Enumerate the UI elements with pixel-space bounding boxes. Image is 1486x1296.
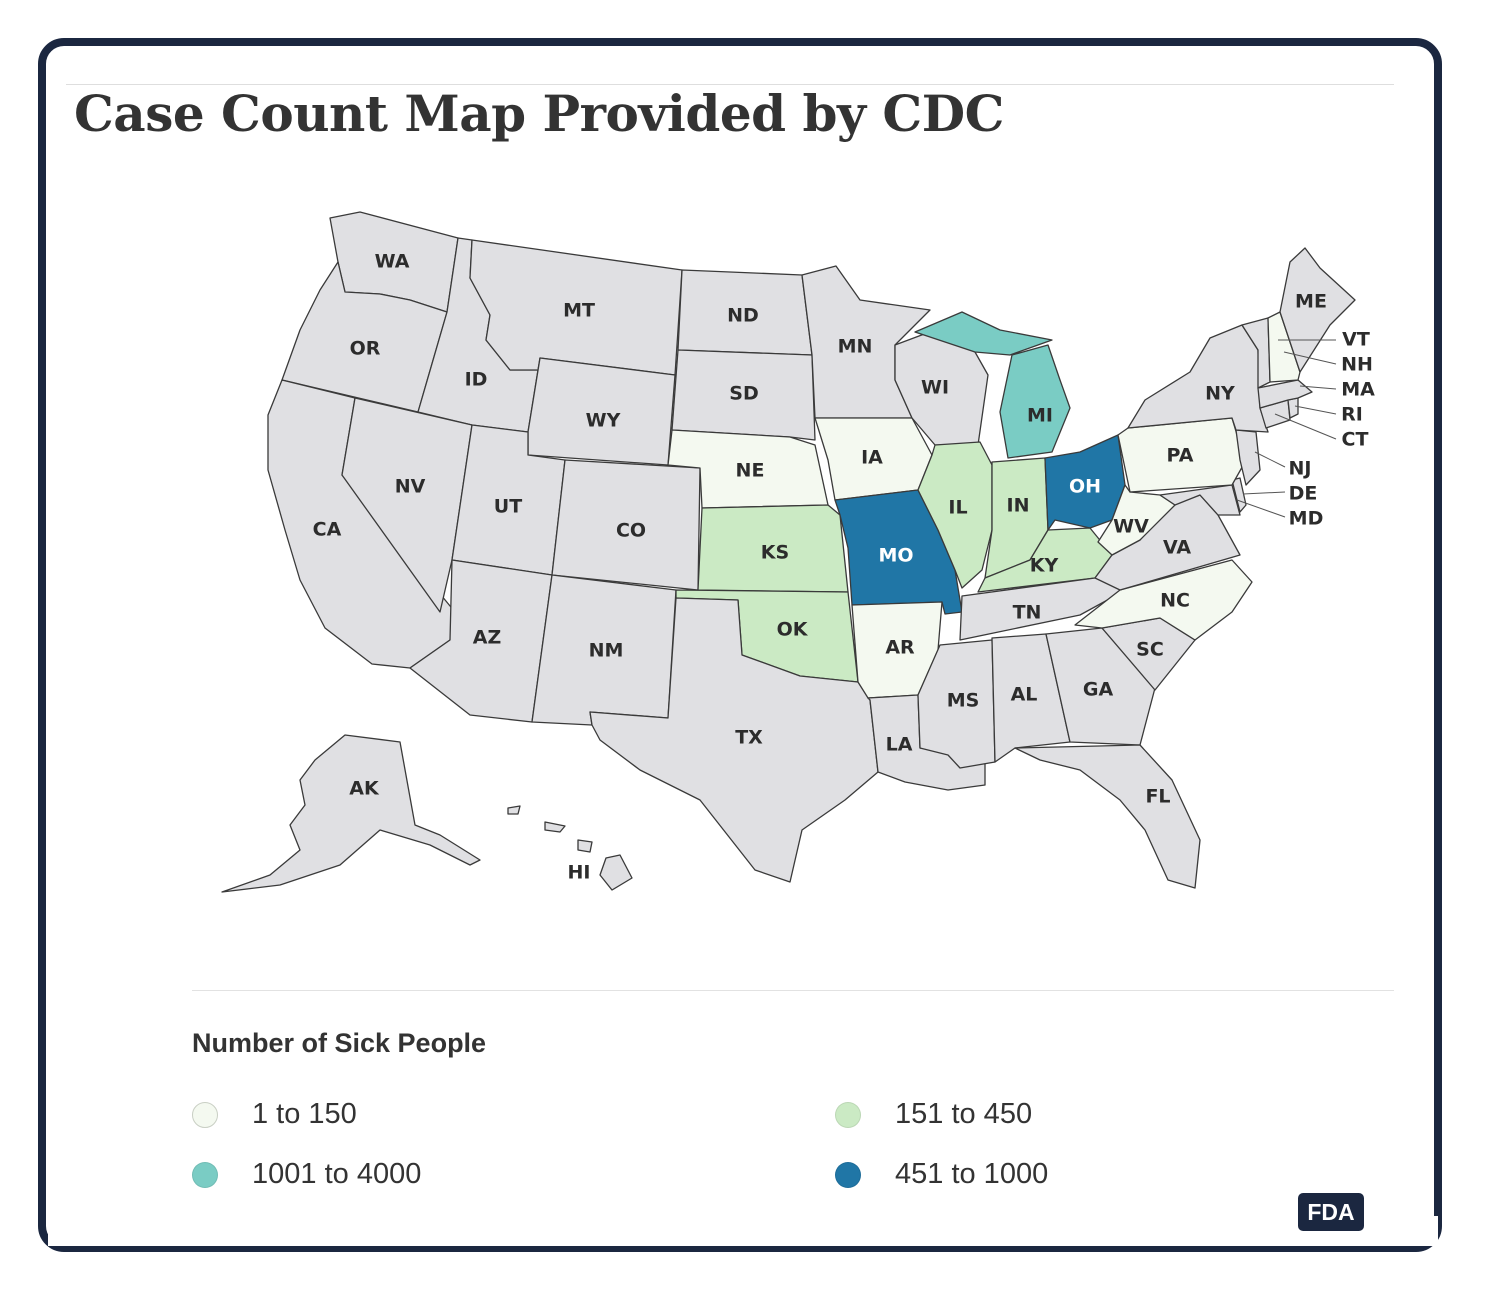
state-label-ne: NE bbox=[736, 460, 765, 482]
state-label-nc: NC bbox=[1160, 590, 1190, 612]
state-label-mn: MN bbox=[838, 336, 873, 358]
state-nh[interactable] bbox=[1267, 311, 1301, 383]
state-label-nj: NJ bbox=[1289, 458, 1312, 480]
legend-divider bbox=[192, 990, 1394, 991]
state-label-hi: HI bbox=[568, 862, 591, 884]
state-label-ks: KS bbox=[761, 542, 789, 564]
state-ny[interactable] bbox=[1127, 324, 1269, 433]
state-label-pa: PA bbox=[1167, 445, 1194, 467]
state-label-wa: WA bbox=[375, 251, 410, 273]
state-label-wy: WY bbox=[586, 410, 621, 432]
state-fl[interactable] bbox=[1014, 744, 1201, 889]
legend-title: Number of Sick People bbox=[192, 1028, 487, 1058]
state-labels-layer: WA OR CA ID NV MT WY UT CO AZ NM ND SD NE KS OK TX MN IA MO… bbox=[313, 251, 1375, 884]
states-layer bbox=[221, 211, 1356, 893]
state-label-ms: MS bbox=[947, 690, 980, 712]
legend-item-151-to-450: 151 to 450 bbox=[835, 1098, 1032, 1131]
state-label-ia: IA bbox=[861, 447, 883, 469]
state-label-nd: ND bbox=[727, 305, 759, 327]
legend-label: 1 to 150 bbox=[252, 1098, 357, 1130]
state-label-mo: MO bbox=[878, 545, 913, 567]
state-label-il: IL bbox=[948, 497, 967, 519]
page-title: Case Count Map Provided by CDC bbox=[74, 84, 1004, 143]
state-tx[interactable] bbox=[589, 597, 879, 883]
state-label-wi: WI bbox=[921, 377, 949, 399]
state-label-al: AL bbox=[1011, 684, 1038, 706]
state-label-mt: MT bbox=[563, 300, 595, 322]
state-ks[interactable] bbox=[697, 504, 849, 593]
state-label-ak: AK bbox=[349, 778, 380, 800]
state-label-me: ME bbox=[1295, 291, 1327, 313]
fda-badge: FDA bbox=[1298, 1193, 1364, 1231]
state-wy[interactable] bbox=[527, 357, 676, 466]
state-il[interactable] bbox=[917, 441, 993, 589]
state-label-nm: NM bbox=[589, 640, 624, 662]
state-label-in: IN bbox=[1007, 495, 1030, 517]
state-label-sc: SC bbox=[1136, 639, 1164, 661]
state-nc[interactable] bbox=[1074, 559, 1253, 641]
state-label-fl: FL bbox=[1145, 786, 1170, 808]
state-label-la: LA bbox=[886, 734, 913, 756]
state-label-ok: OK bbox=[777, 619, 809, 641]
state-label-ri: RI bbox=[1341, 404, 1363, 426]
state-label-ca: CA bbox=[313, 519, 342, 541]
state-vt[interactable] bbox=[1241, 317, 1271, 389]
state-al[interactable] bbox=[991, 633, 1071, 763]
legend-label: 451 to 1000 bbox=[895, 1158, 1049, 1190]
legend-item-1001-to-4000: 1001 to 4000 bbox=[192, 1158, 421, 1191]
state-label-mi: MI bbox=[1027, 405, 1053, 427]
legend-swatch bbox=[835, 1101, 861, 1128]
state-label-vt: VT bbox=[1342, 329, 1370, 351]
state-label-de: DE bbox=[1289, 483, 1318, 505]
state-label-ar: AR bbox=[885, 637, 915, 659]
legend-swatch bbox=[192, 1161, 218, 1188]
state-ri[interactable] bbox=[1287, 397, 1299, 419]
legend-swatch bbox=[835, 1161, 861, 1188]
top-divider bbox=[66, 84, 1394, 85]
bottom-fade bbox=[48, 1216, 1438, 1246]
state-label-co: CO bbox=[616, 520, 646, 542]
state-de[interactable] bbox=[1231, 477, 1247, 513]
legend-label: 1001 to 4000 bbox=[252, 1158, 422, 1190]
state-label-va: VA bbox=[1163, 537, 1191, 559]
state-label-az: AZ bbox=[473, 627, 501, 649]
legend-item-1-to-150: 1 to 150 bbox=[192, 1098, 357, 1131]
state-label-ny: NY bbox=[1205, 383, 1235, 405]
legend-item-451-to-1000: 451 to 1000 bbox=[835, 1158, 1048, 1191]
legend-label: 151 to 450 bbox=[895, 1098, 1033, 1130]
state-label-ut: UT bbox=[494, 496, 522, 518]
state-label-sd: SD bbox=[729, 383, 758, 405]
state-sd[interactable] bbox=[671, 349, 816, 441]
state-hi[interactable] bbox=[507, 805, 633, 891]
state-label-oh: OH bbox=[1069, 476, 1101, 498]
state-label-md: MD bbox=[1289, 508, 1324, 530]
state-nv[interactable] bbox=[341, 397, 473, 613]
state-mi[interactable] bbox=[914, 311, 1071, 459]
state-label-ma: MA bbox=[1341, 379, 1375, 401]
state-nj[interactable] bbox=[1235, 429, 1261, 486]
state-label-or: OR bbox=[350, 338, 381, 360]
state-mt[interactable] bbox=[469, 239, 683, 376]
legend-swatch bbox=[192, 1101, 218, 1128]
state-label-id: ID bbox=[465, 369, 488, 391]
state-me[interactable] bbox=[1279, 247, 1356, 373]
state-ak[interactable] bbox=[221, 734, 481, 893]
state-label-ga: GA bbox=[1083, 679, 1114, 701]
state-label-ky: KY bbox=[1030, 555, 1059, 577]
leader-lines bbox=[1236, 339, 1337, 518]
state-label-tn: TN bbox=[1013, 602, 1042, 624]
state-label-wv: WV bbox=[1113, 516, 1149, 538]
state-label-ct: CT bbox=[1342, 429, 1369, 451]
state-label-nh: NH bbox=[1341, 354, 1373, 376]
state-label-tx: TX bbox=[735, 727, 763, 749]
state-label-nv: NV bbox=[395, 476, 426, 498]
